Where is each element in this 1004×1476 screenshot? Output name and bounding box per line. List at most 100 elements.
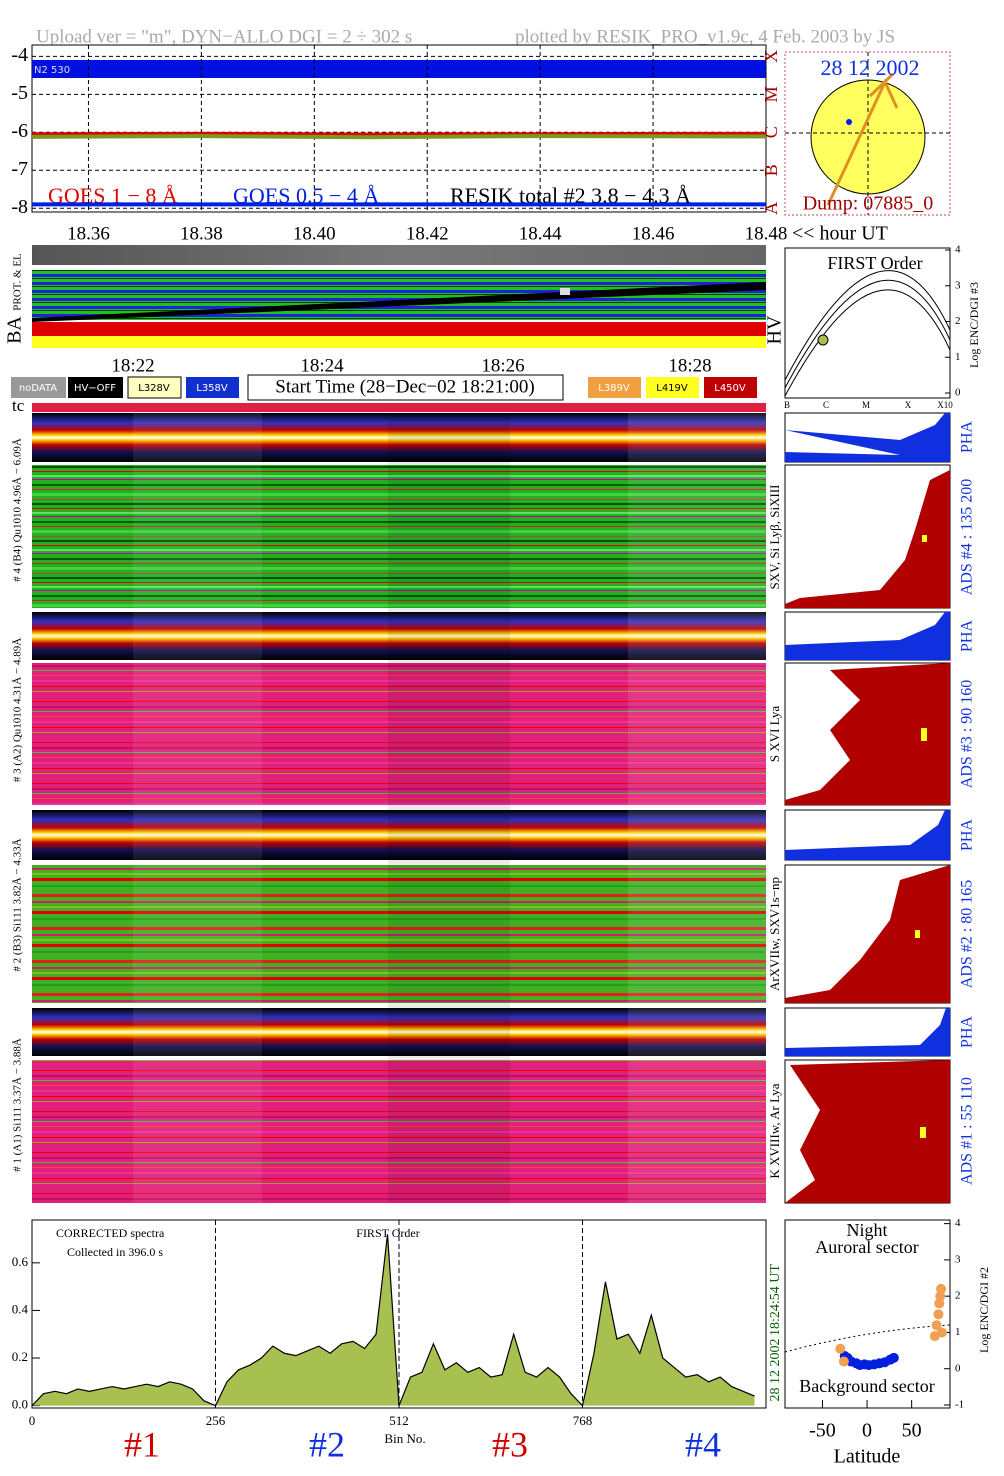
point bbox=[835, 1343, 846, 1354]
ads-marker bbox=[922, 535, 927, 542]
channel-name: #4 bbox=[685, 1424, 721, 1464]
point bbox=[933, 1309, 944, 1320]
pha-profile bbox=[785, 1008, 950, 1056]
channel-name: #2 bbox=[309, 1424, 345, 1464]
x-tick-label: X bbox=[905, 400, 912, 410]
ads-marker bbox=[921, 728, 927, 741]
line-ids: S XVI Lya bbox=[767, 706, 782, 763]
point bbox=[936, 1283, 947, 1294]
x-tick-label: 50 bbox=[902, 1420, 922, 1442]
ads-profile bbox=[785, 470, 950, 608]
pha-strip bbox=[32, 612, 766, 660]
line-ids: K XVIIIw, Ar Lya bbox=[767, 1083, 782, 1178]
legend-box bbox=[68, 377, 123, 398]
spectrum-panel: CORRECTED spectra Collected in 396.0 s F… bbox=[31, 1219, 783, 1464]
legend-box bbox=[186, 377, 239, 398]
x-tick-label: 768 bbox=[573, 1413, 593, 1428]
x-tick-label: 256 bbox=[206, 1413, 226, 1428]
point bbox=[838, 1356, 849, 1367]
y-tick-label: 0 bbox=[955, 1362, 961, 1374]
ba-grey bbox=[32, 245, 766, 265]
ba-stripes bbox=[32, 270, 766, 320]
y-tick-label: 3 bbox=[955, 279, 961, 291]
x-tick-label: 18.38 bbox=[180, 223, 223, 244]
pha-label: PHA bbox=[959, 421, 976, 453]
ads-profile bbox=[785, 865, 950, 1003]
ads-profile bbox=[785, 1060, 950, 1203]
spectrogram bbox=[32, 1060, 766, 1203]
x-tick-label: 18.48 bbox=[745, 223, 788, 244]
point bbox=[888, 1352, 899, 1363]
x-tick-label: -50 bbox=[809, 1420, 836, 1442]
class-letter: M bbox=[761, 86, 781, 102]
legend-box bbox=[11, 377, 66, 398]
pha-profile bbox=[785, 810, 950, 860]
y-tick-label: 0.6 bbox=[12, 1254, 29, 1269]
x-label: Latitude bbox=[834, 1446, 901, 1468]
pha-label: PHA bbox=[959, 1016, 976, 1048]
class-letter: C bbox=[761, 126, 781, 138]
spectrogram bbox=[32, 865, 766, 1003]
channel-label: # 3 (A2) Qu1010 4.31Å − 4.89Å bbox=[12, 638, 24, 782]
time-label: 18:22 bbox=[111, 355, 154, 376]
y-tick-label: 1 bbox=[955, 1326, 961, 1338]
point bbox=[936, 1327, 947, 1338]
y-tick-label: -4 bbox=[11, 44, 28, 66]
collected: Collected in 396.0 s bbox=[67, 1245, 163, 1259]
tc-label: tc bbox=[12, 396, 25, 415]
ads-label: ADS #4 : 135 200 bbox=[959, 479, 976, 595]
channel-label: # 4 (B4) Qu1010 4.96Å − 6.09Å bbox=[12, 438, 24, 582]
ba-red bbox=[32, 322, 766, 336]
sector-label: Background sector bbox=[799, 1376, 934, 1396]
x-tick-label: 18.46 bbox=[632, 223, 675, 244]
y-tick-label: -5 bbox=[11, 82, 28, 104]
legend-box bbox=[588, 377, 641, 398]
x-tick-label: M bbox=[862, 400, 870, 410]
start-time-box bbox=[247, 374, 564, 401]
spectrum-line bbox=[31, 1234, 755, 1407]
pha-strip bbox=[32, 810, 766, 860]
header-left: Upload ver = "m", DYN−ALLO DGI = 2 ÷ 302… bbox=[36, 26, 412, 47]
first-order-panel: FIRST Order Log ENC/DGI #3 B C M X X10 bbox=[784, 247, 981, 410]
y-label: Log ENC/DGI #2 bbox=[977, 1267, 991, 1353]
x-tick-label: 0 bbox=[29, 1413, 36, 1428]
order-label: FIRST Order bbox=[356, 1226, 419, 1240]
pha-label: PHA bbox=[959, 819, 976, 851]
y-tick-label: -7 bbox=[11, 158, 28, 180]
ba-yellow bbox=[32, 336, 766, 348]
time-block bbox=[628, 413, 766, 1203]
pointer bbox=[826, 72, 899, 206]
spectrogram bbox=[32, 465, 766, 608]
time-label: 18:24 bbox=[300, 355, 344, 376]
spectrum-title: CORRECTED spectra bbox=[56, 1226, 165, 1240]
panel-title: FIRST Order bbox=[827, 253, 922, 273]
y-tick-label: 0.4 bbox=[12, 1301, 29, 1316]
y-tick-label: 4 bbox=[955, 1217, 961, 1229]
ads-profile bbox=[785, 663, 950, 805]
point bbox=[935, 1291, 946, 1302]
line-ids: ArXVIIw, SXV1s−np bbox=[767, 877, 782, 991]
channel-label: # 1 (A1) Si111 3.37Å − 3.88Å bbox=[12, 1038, 24, 1172]
y-tick-label: 2 bbox=[955, 315, 961, 327]
legend-label: L450V bbox=[714, 383, 746, 394]
y-tick-label: -8 bbox=[11, 196, 28, 218]
goes-panel: N2 530 GOES 1 − 8 Å GOES 0.5 − 4 Å RESIK… bbox=[31, 44, 888, 245]
time-label: 18:28 bbox=[668, 355, 711, 376]
y-tick-label: 2 bbox=[955, 1290, 961, 1302]
flare-location bbox=[846, 119, 852, 125]
x-unit: << hour UT bbox=[792, 223, 888, 245]
channel-name: #3 bbox=[492, 1424, 528, 1464]
x-tick-label: 18.44 bbox=[519, 223, 562, 244]
ba-sub: PROT. & EL bbox=[12, 253, 24, 311]
y-label: Log ENC/DGI #3 bbox=[967, 282, 981, 368]
ba-panel: BA PROT. & EL HV bbox=[4, 245, 786, 348]
ba-marker bbox=[560, 288, 570, 295]
channel-name: #1 bbox=[124, 1424, 160, 1464]
order-curves bbox=[784, 270, 951, 397]
legend-label: L389V bbox=[598, 383, 630, 394]
ads-label: ADS #1 : 55 110 bbox=[959, 1077, 976, 1185]
point bbox=[931, 1320, 942, 1331]
sun-date: 28 12 2002 bbox=[821, 55, 920, 80]
tc-bar bbox=[32, 403, 766, 412]
class-letter: B bbox=[761, 164, 781, 176]
